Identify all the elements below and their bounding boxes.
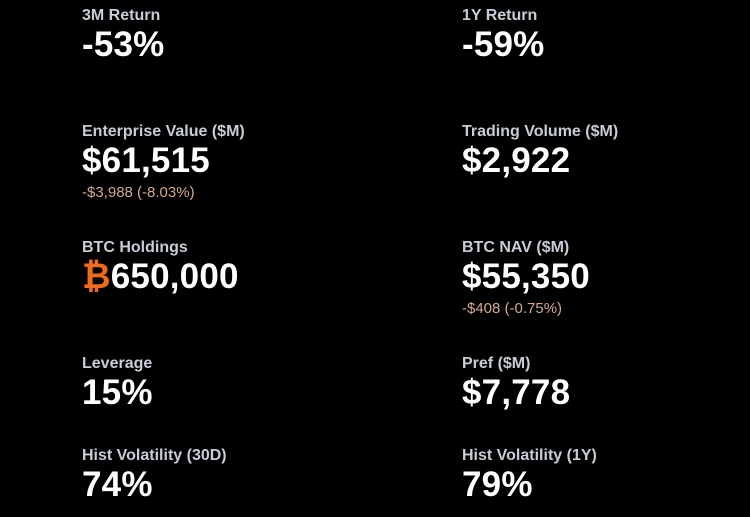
metric-change: -$3,988 (-8.03%)	[82, 184, 195, 201]
metric-value: -59%	[462, 25, 545, 64]
metric-leverage: Leverage 15%	[82, 354, 382, 413]
metric-pref: Pref ($M) $7,778	[462, 354, 750, 413]
metric-label: 3M Return	[82, 7, 161, 24]
metric-change: -$408 (-0.75%)	[462, 300, 563, 317]
metric-value: $61,515	[82, 141, 210, 180]
metric-value: ₿650,000	[82, 257, 382, 297]
bitcoin-icon: ₿	[82, 257, 111, 296]
metric-trading-volume: Trading Volume ($M) $2,922	[462, 122, 750, 181]
metric-value: 74%	[82, 465, 153, 504]
metric-label: BTC Holdings	[82, 239, 188, 256]
metric-btc-nav: BTC NAV ($M) $55,350 -$408 (-0.75%)	[462, 238, 750, 318]
metric-value: 15%	[82, 373, 153, 412]
metric-hist-volatility-30d: Hist Volatility (30D) 74%	[82, 446, 382, 505]
metric-value: 79%	[462, 465, 533, 504]
metric-value: $55,350	[462, 257, 590, 296]
metric-label: Leverage	[82, 355, 153, 372]
metric-1y-return: 1Y Return -59%	[462, 6, 750, 65]
metric-hist-volatility-1y: Hist Volatility (1Y) 79%	[462, 446, 750, 505]
metric-btc-holdings: BTC Holdings ₿650,000	[82, 238, 382, 297]
metric-enterprise-value: Enterprise Value ($M) $61,515 -$3,988 (-…	[82, 122, 382, 202]
metric-label: BTC NAV ($M)	[462, 239, 570, 256]
metric-label: 1Y Return	[462, 7, 538, 24]
metric-value: $7,778	[462, 373, 571, 412]
btc-holdings-amount: 650,000	[110, 257, 239, 296]
metric-label: Trading Volume ($M)	[462, 123, 619, 140]
metric-label: Pref ($M)	[462, 355, 531, 372]
metric-value: -53%	[82, 25, 165, 64]
metric-label: Enterprise Value ($M)	[82, 123, 245, 140]
metric-label: Hist Volatility (1Y)	[462, 447, 597, 464]
metric-3m-return: 3M Return -53%	[82, 6, 382, 65]
metric-label: Hist Volatility (30D)	[82, 447, 227, 464]
metric-value: $2,922	[462, 141, 571, 180]
